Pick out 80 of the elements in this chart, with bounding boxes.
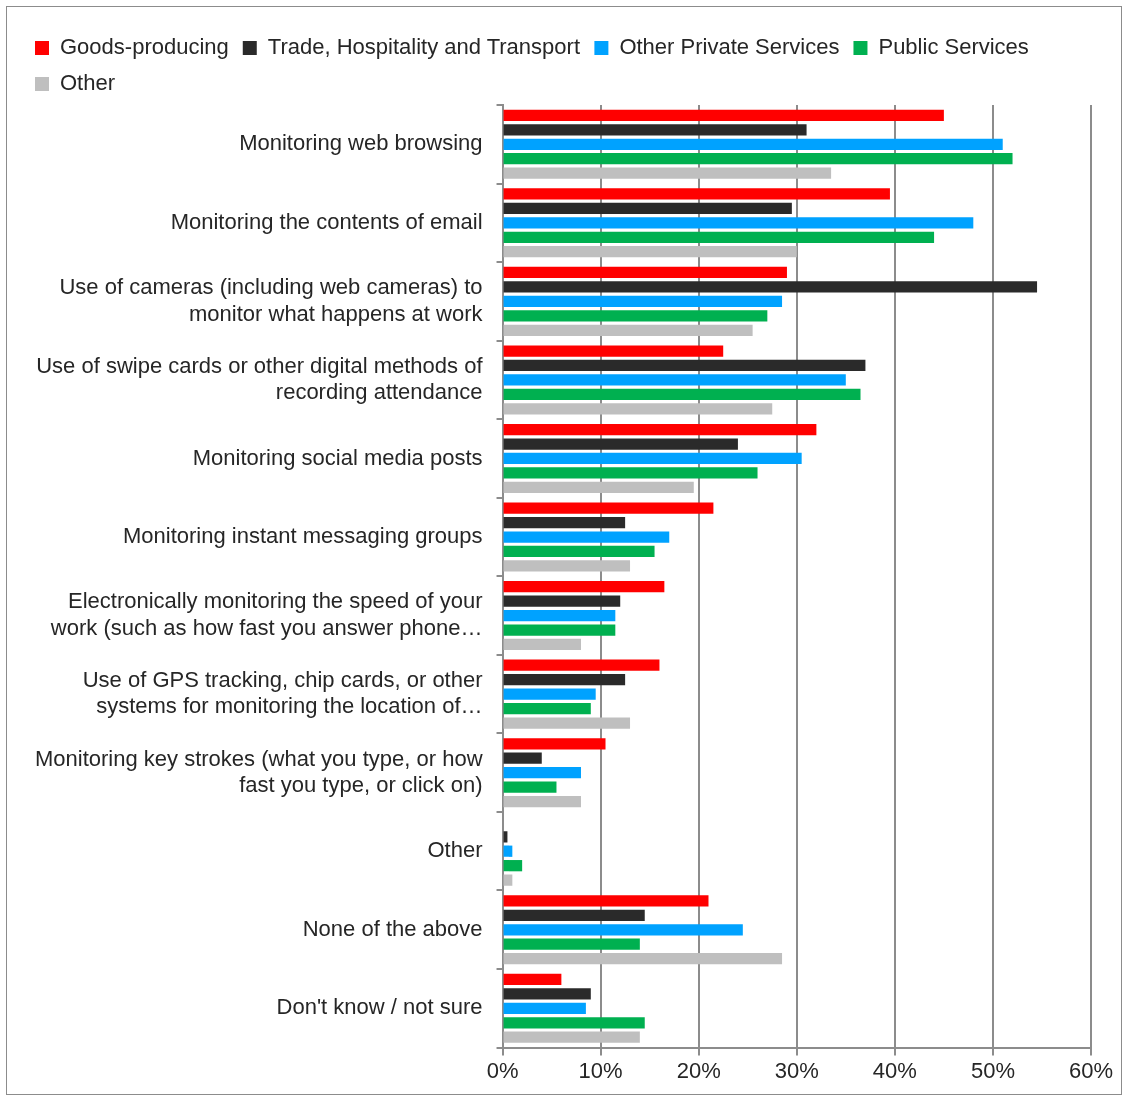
y-tick-label: Monitoring key strokes (what you type, or how fast you type, or click on) <box>35 745 483 797</box>
bar <box>503 167 832 179</box>
bar <box>503 624 616 636</box>
y-tick-label: Don't know / not sure <box>276 994 483 1020</box>
bar <box>503 860 523 872</box>
bar <box>503 217 974 229</box>
bar <box>503 560 631 572</box>
y-tick-label: Use of swipe cards or other digital methods of recording attendance <box>36 352 484 405</box>
y-tick-label: Other <box>427 837 483 863</box>
y-tick-label: Monitoring web browsing <box>239 130 483 156</box>
bar <box>503 246 797 258</box>
y-tick-label: Use of GPS tracking, chip cards, or other systems for monitoring the location of… <box>82 666 483 719</box>
bar <box>503 345 724 357</box>
y-tick-label: Monitoring social media posts <box>192 444 483 470</box>
bar <box>503 874 513 886</box>
bar <box>503 359 866 372</box>
bar <box>503 595 621 607</box>
bar <box>503 153 1013 165</box>
bar <box>503 638 581 651</box>
bar <box>503 767 581 779</box>
bar <box>503 988 591 1000</box>
bar <box>503 659 660 671</box>
legend-label: Trade, Hospitality and Transport <box>267 34 580 60</box>
y-tick-label: Use of cameras (including web cameras) to monitor what happens at work <box>59 274 484 326</box>
x-tick-label: 10% <box>578 1057 623 1083</box>
legend-label: Public Services <box>878 34 1029 60</box>
x-tick-label: 30% <box>774 1057 819 1083</box>
bar <box>503 438 738 450</box>
bar <box>503 452 802 465</box>
legend-label: Goods-producing <box>60 34 229 60</box>
bar <box>503 138 1003 150</box>
bar <box>503 281 1038 293</box>
bar <box>503 516 626 529</box>
x-tick-label: 60% <box>1068 1057 1114 1083</box>
bar <box>503 124 807 136</box>
bar <box>503 752 542 764</box>
bar <box>503 953 783 965</box>
bar <box>503 924 743 936</box>
y-tick-label: Monitoring the contents of email <box>170 208 483 234</box>
bar <box>503 545 655 558</box>
bar <box>503 938 640 950</box>
bar <box>503 973 562 986</box>
bar <box>503 738 606 750</box>
x-tick-label: 20% <box>676 1057 721 1083</box>
bar <box>503 403 773 415</box>
y-tick-label: Monitoring instant messaging groups <box>123 523 483 549</box>
x-tick-label: 50% <box>970 1057 1015 1083</box>
bar <box>503 717 631 729</box>
bar <box>503 374 846 386</box>
bar <box>503 310 768 322</box>
bar <box>503 481 694 494</box>
bar <box>503 324 753 336</box>
bar <box>503 531 670 543</box>
bar <box>503 674 626 686</box>
bar <box>503 502 714 514</box>
bar <box>503 781 557 793</box>
bar <box>503 188 890 200</box>
bar <box>503 795 581 808</box>
bar <box>503 688 596 700</box>
bar <box>503 1031 640 1043</box>
bar <box>503 702 591 715</box>
bar <box>503 581 665 593</box>
y-tick-label: None of the above <box>302 915 483 941</box>
bar <box>503 909 645 921</box>
bar <box>503 1002 586 1014</box>
bar <box>503 423 817 436</box>
bar <box>503 388 861 401</box>
bar <box>503 1017 645 1029</box>
bar <box>503 109 944 122</box>
x-tick-label: 40% <box>872 1057 917 1083</box>
y-tick-label: Electronically monitoring the speed of your work (such as how fast you answer phone… <box>49 588 483 640</box>
bar <box>503 609 616 622</box>
bar <box>503 266 787 279</box>
x-tick-label: 0% <box>486 1057 519 1083</box>
bar <box>503 467 758 479</box>
bar <box>503 202 792 215</box>
bar <box>503 295 783 308</box>
legend-label: Other Private Services <box>619 34 840 60</box>
bar <box>503 231 935 243</box>
bar <box>503 895 709 907</box>
